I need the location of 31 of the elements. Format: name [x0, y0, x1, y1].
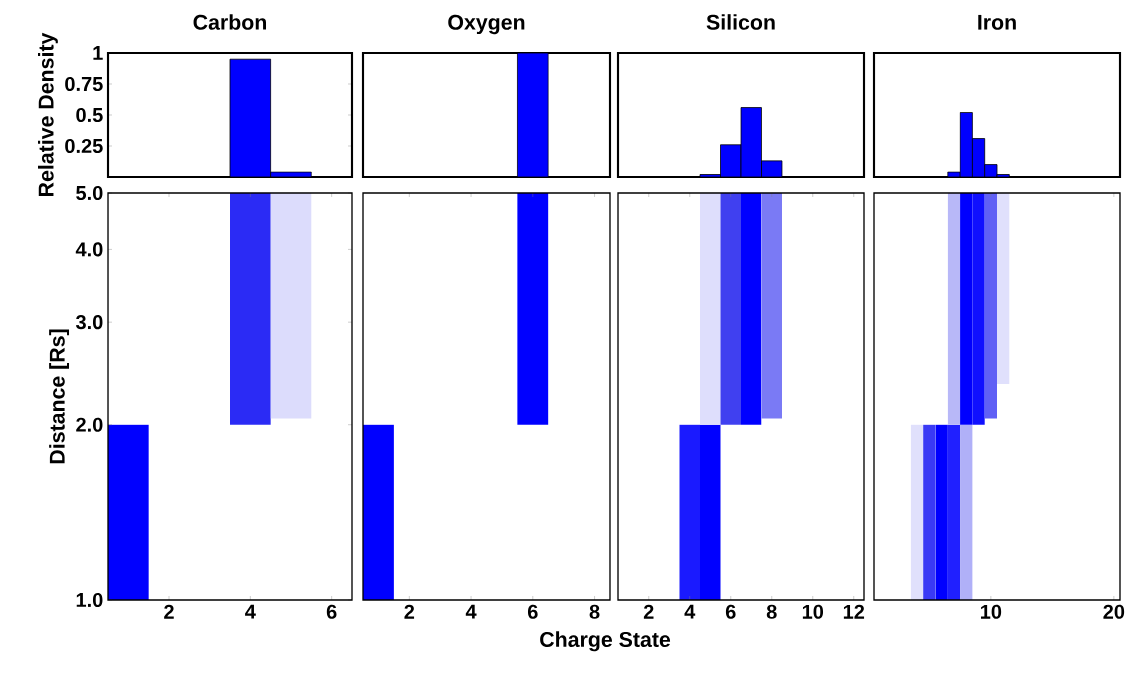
- x-tick-label: 6: [527, 604, 538, 619]
- y-tick-label: 2.0: [76, 417, 103, 432]
- y-tick-label: 0.5: [76, 107, 103, 123]
- y-tick-label: 5.0: [76, 185, 103, 201]
- x-tick-label: 2: [164, 604, 174, 619]
- y-axis-title: Relative Density: [38, 32, 58, 196]
- x-tick-label: 12: [843, 604, 865, 619]
- chart-title: Silicon: [706, 14, 775, 30]
- x-tick-label: 2: [404, 604, 415, 619]
- x-tick-label: 4: [245, 604, 256, 619]
- y-tick-label: 4.0: [75, 242, 103, 257]
- chart-title: Iron: [978, 14, 1016, 30]
- y-tick-label: 1.0: [76, 592, 103, 608]
- x-tick-label: 10: [802, 604, 824, 619]
- x-tick-label: 6: [725, 604, 736, 619]
- x-tick-label: 10: [980, 604, 1002, 619]
- chart-title: Oxygen: [448, 14, 525, 35]
- y-tick-label: 1: [93, 46, 103, 60]
- x-tick-label: 8: [589, 604, 600, 619]
- x-tick-label: 6: [326, 604, 337, 619]
- y-tick-label: 0.25: [65, 138, 103, 154]
- x-axis-title: Charge State: [540, 631, 671, 652]
- y-axis-title: Distance [Rs]: [49, 329, 70, 464]
- x-tick-label: 20: [1103, 604, 1125, 619]
- y-tick-label: 3.0: [75, 315, 103, 330]
- x-tick-label: 8: [766, 604, 777, 619]
- x-tick-label: 4: [684, 604, 696, 619]
- y-tick-label: 0.75: [65, 76, 103, 92]
- chart-title: Carbon: [193, 14, 267, 30]
- x-tick-label: 4: [465, 604, 477, 619]
- x-tick-label: 2: [643, 604, 654, 619]
